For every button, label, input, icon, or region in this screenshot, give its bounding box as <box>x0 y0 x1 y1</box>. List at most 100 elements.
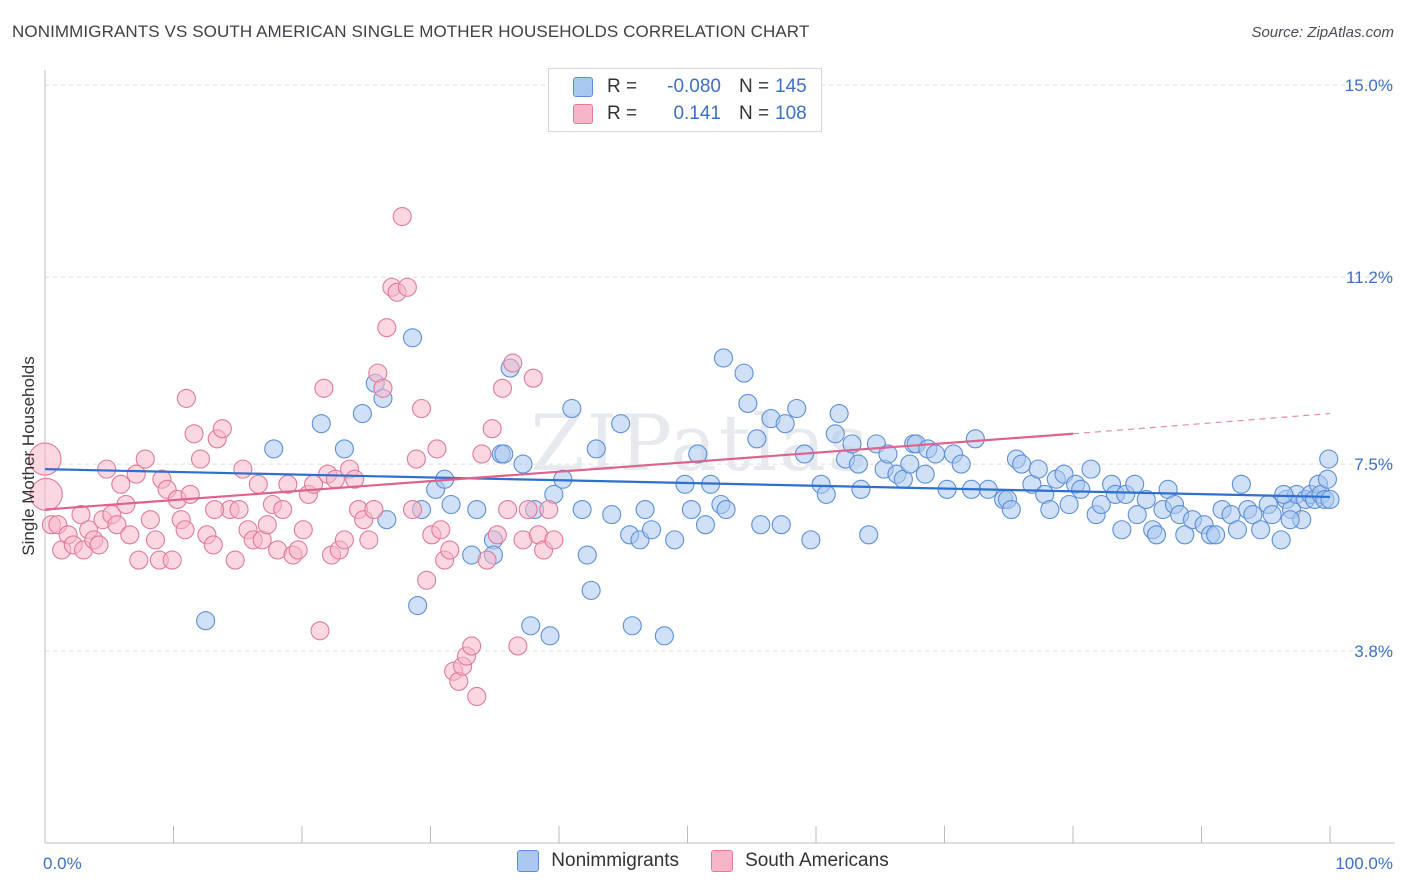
data-point <box>602 505 622 525</box>
legend-row-south-americans: R = 0.141 N = 108 <box>573 101 807 127</box>
data-point <box>801 530 821 550</box>
data-point <box>829 404 849 424</box>
data-point <box>734 363 754 383</box>
data-point <box>572 499 592 520</box>
data-point <box>1175 525 1195 545</box>
data-point <box>1227 520 1248 540</box>
data-point <box>1028 459 1048 479</box>
legend-swatch-south-americans <box>573 104 593 124</box>
data-point <box>264 439 284 459</box>
trend-lines <box>44 412 1331 511</box>
data-point <box>225 550 245 570</box>
data-point <box>1271 530 1291 550</box>
data-point <box>212 419 232 439</box>
data-point <box>334 530 354 550</box>
legend-item-south-americans: South Americans <box>711 850 889 872</box>
data-point <box>716 499 736 520</box>
data-point <box>1081 459 1101 479</box>
legend-n-label: N = <box>739 76 770 97</box>
data-point <box>825 424 845 444</box>
data-point <box>1231 474 1251 494</box>
y-tick-label: 3.8% <box>1354 642 1393 661</box>
data-point <box>540 626 560 646</box>
legend-r-label: R = <box>607 76 638 97</box>
data-point <box>915 464 935 484</box>
data-point <box>1262 505 1282 525</box>
y-tick-label: 7.5% <box>1354 455 1393 474</box>
legend-n-label: N = <box>739 103 770 124</box>
data-point <box>675 474 695 494</box>
data-point <box>848 454 868 474</box>
data-point <box>787 398 807 419</box>
legend-swatch-nonimmigrants <box>573 77 593 97</box>
data-point <box>562 398 582 419</box>
data-point <box>508 636 528 656</box>
data-point <box>1112 520 1132 540</box>
legend-swatch-south-americans <box>711 850 734 872</box>
legend-r-value: 0.141 <box>673 103 721 124</box>
data-point <box>397 277 417 297</box>
trend-line <box>44 432 1074 511</box>
data-point <box>408 595 428 616</box>
data-point <box>1012 454 1032 474</box>
data-point <box>273 499 293 520</box>
data-point <box>494 444 514 464</box>
data-point <box>622 616 642 636</box>
trend-line-extension <box>1072 412 1331 435</box>
data-point <box>513 454 533 474</box>
data-point <box>233 459 253 479</box>
data-point <box>203 535 223 555</box>
data-point <box>107 515 127 535</box>
y-tick-labels: 15.0% 11.2% 7.5% 3.8% <box>1345 76 1393 661</box>
data-point <box>352 404 372 424</box>
data-point <box>738 393 758 414</box>
data-point <box>97 459 117 479</box>
data-point <box>135 449 155 469</box>
data-point <box>635 499 655 520</box>
legend-n-value: 108 <box>775 103 807 124</box>
data-point <box>431 520 451 540</box>
data-point <box>184 424 204 444</box>
data-point <box>1136 489 1156 509</box>
y-tick-label: 15.0% <box>1345 76 1393 95</box>
data-point <box>467 499 487 520</box>
data-point <box>205 499 225 520</box>
data-point <box>1317 469 1337 489</box>
data-point <box>467 686 487 707</box>
data-point <box>951 454 971 474</box>
x-tick-label: 100.0% <box>1335 854 1393 873</box>
data-point <box>1206 525 1226 545</box>
data-point <box>190 449 211 469</box>
data-point <box>859 525 879 545</box>
data-point <box>129 550 149 570</box>
data-point <box>248 474 268 494</box>
data-point <box>503 353 523 373</box>
data-point <box>402 499 423 520</box>
data-point <box>1146 525 1167 545</box>
data-point <box>162 550 182 570</box>
data-point <box>1243 505 1263 525</box>
data-point <box>417 570 437 590</box>
data-point <box>665 530 685 550</box>
data-point <box>775 414 795 434</box>
data-point <box>611 414 631 434</box>
x-tick-label: 0.0% <box>43 854 82 873</box>
data-point <box>180 484 200 504</box>
data-point <box>878 444 898 464</box>
data-point <box>713 348 734 368</box>
data-point <box>492 378 513 398</box>
data-point <box>816 484 836 504</box>
data-point <box>681 499 701 520</box>
data-point <box>851 479 871 499</box>
data-point <box>1071 479 1091 499</box>
data-point <box>229 499 249 520</box>
data-point <box>257 515 277 535</box>
legend-row-nonimmigrants: R = -0.080 N = 145 <box>573 74 807 100</box>
data-point <box>518 499 538 520</box>
source-label: Source: ZipAtlas.com <box>1251 24 1394 41</box>
data-point <box>472 444 492 464</box>
grid-lines <box>45 84 1395 652</box>
data-point <box>1059 494 1079 515</box>
data-point <box>498 499 518 520</box>
